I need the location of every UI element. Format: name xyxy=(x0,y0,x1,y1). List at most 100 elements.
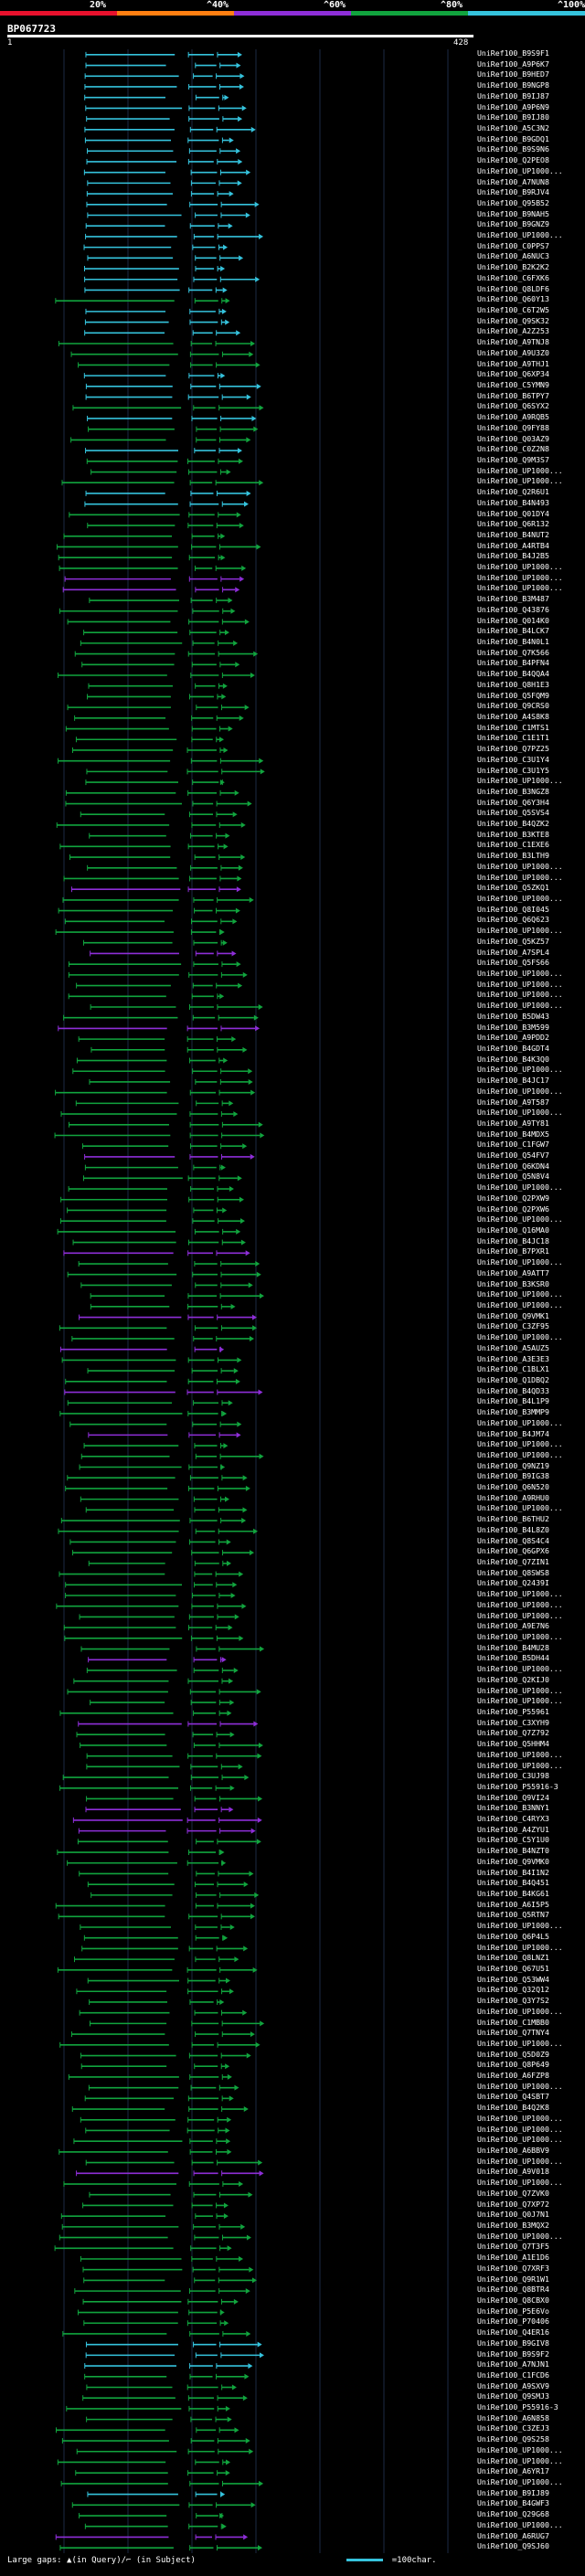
hit-label[interactable]: UniRef100_C5YMN9 xyxy=(477,379,549,389)
hit-label[interactable]: UniRef100_Q7PZ25 xyxy=(477,744,549,754)
hit-label[interactable]: UniRef100_UP1000... xyxy=(477,2081,563,2091)
hit-label[interactable]: UniRef100_UP1000... xyxy=(477,1942,563,1952)
hit-label[interactable]: UniRef100_A5AUZ5 xyxy=(477,1342,549,1352)
hit-label[interactable]: UniRef100_Q7T3F5 xyxy=(477,2242,549,2252)
hit-label[interactable]: UniRef100_A2Z253 xyxy=(477,326,549,336)
hit-label[interactable]: UniRef100_UP1000... xyxy=(477,2444,563,2454)
hit-label[interactable]: UniRef100_B3KSR0 xyxy=(477,1278,549,1288)
hit-label[interactable]: UniRef100_UP1000... xyxy=(477,1332,563,1342)
hit-label[interactable]: UniRef100_A1E1D6 xyxy=(477,2253,549,2263)
hit-label[interactable]: UniRef100_UP1000... xyxy=(477,1696,563,1706)
hit-label[interactable]: UniRef100_B4MDX5 xyxy=(477,1129,549,1139)
hit-label[interactable]: UniRef100_Q2439I xyxy=(477,1578,549,1588)
hit-label[interactable]: UniRef100_A9P6K7 xyxy=(477,58,549,69)
hit-label[interactable]: UniRef100_UP1000... xyxy=(477,1631,563,1641)
hit-label[interactable]: UniRef100_UP1000... xyxy=(477,1417,563,1427)
hit-label[interactable]: UniRef100_B7PXR1 xyxy=(477,1246,549,1256)
hit-label[interactable]: UniRef100_Q8LDF6 xyxy=(477,283,549,293)
hit-label[interactable]: UniRef100_UP1000... xyxy=(477,2038,563,2048)
hit-label[interactable]: UniRef100_UP1000... xyxy=(477,562,563,572)
hit-label[interactable]: UniRef100_Q9FY88 xyxy=(477,422,549,432)
hit-label[interactable]: UniRef100_Q0J7N1 xyxy=(477,2210,549,2220)
hit-label[interactable]: UniRef100_A9V018 xyxy=(477,2167,549,2177)
hit-label[interactable]: UniRef100_B6TPY7 xyxy=(477,390,549,400)
hit-label[interactable]: UniRef100_Q29G68 xyxy=(477,2509,549,2519)
hit-label[interactable]: UniRef100_Q9M3S7 xyxy=(477,454,549,464)
hit-label[interactable]: UniRef100_UP1000... xyxy=(477,1599,563,1609)
hit-label[interactable]: UniRef100_B4Q2K8 xyxy=(477,2103,549,2113)
hit-label[interactable]: UniRef100_Q7Z792 xyxy=(477,1728,549,1738)
hit-label[interactable]: UniRef100_B9NAH5 xyxy=(477,208,549,218)
hit-label[interactable]: UniRef100_Q4SBT7 xyxy=(477,2092,549,2102)
hit-label[interactable]: UniRef100_Q6R132 xyxy=(477,519,549,529)
hit-label[interactable]: UniRef100_Q8SWS8 xyxy=(477,1567,549,1577)
hit-label[interactable]: UniRef100_B3LTH9 xyxy=(477,851,549,861)
hit-label[interactable]: UniRef100_C0Z2N8 xyxy=(477,444,549,454)
hit-label[interactable]: UniRef100_B9IJ80 xyxy=(477,112,549,122)
hit-label[interactable]: UniRef100_UP1000... xyxy=(477,2135,563,2145)
hit-label[interactable]: UniRef100_Q2R6U1 xyxy=(477,487,549,497)
hit-label[interactable]: UniRef100_B4N0L1 xyxy=(477,637,549,647)
hit-label[interactable]: UniRef100_Q014K0 xyxy=(477,615,549,625)
hit-label[interactable]: UniRef100_Q8LNZ1 xyxy=(477,1953,549,1963)
hit-label[interactable]: UniRef100_B3M599 xyxy=(477,1022,549,1032)
hit-label[interactable]: UniRef100_C1BLX1 xyxy=(477,1364,549,1374)
hit-label[interactable]: UniRef100_B4QD33 xyxy=(477,1385,549,1395)
hit-label[interactable]: UniRef100_Q8BTR4 xyxy=(477,2284,549,2295)
hit-label[interactable]: UniRef100_UP1000... xyxy=(477,1449,563,1459)
hit-label[interactable]: UniRef100_A9SXV9 xyxy=(477,2380,549,2390)
hit-label[interactable]: UniRef100_UP1000... xyxy=(477,2231,563,2241)
hit-label[interactable]: UniRef100_Q9CRS0 xyxy=(477,701,549,711)
hit-label[interactable]: UniRef100_Q5FS66 xyxy=(477,958,549,968)
hit-label[interactable]: UniRef100_Q7ZVK0 xyxy=(477,2188,549,2198)
hit-label[interactable]: UniRef100_B4JC17 xyxy=(477,1076,549,1086)
hit-label[interactable]: UniRef100_C5Y1U0 xyxy=(477,1835,549,1845)
hit-label[interactable]: UniRef100_Q6SYX2 xyxy=(477,401,549,411)
hit-label[interactable]: UniRef100_P5E6Vo xyxy=(477,2306,549,2316)
hit-label[interactable]: UniRef100_A9E7N6 xyxy=(477,1621,549,1631)
hit-label[interactable]: UniRef100_Q9VMK1 xyxy=(477,1310,549,1320)
hit-label[interactable]: UniRef100_A9RHU0 xyxy=(477,1492,549,1502)
hit-label[interactable]: UniRef100_Q6GPX6 xyxy=(477,1546,549,1556)
hit-label[interactable]: UniRef100_C0PPS7 xyxy=(477,240,549,250)
hit-label[interactable]: UniRef100_Q5RTN7 xyxy=(477,1910,549,1920)
hit-label[interactable]: UniRef100_UP1000... xyxy=(477,2124,563,2134)
hit-label[interactable]: UniRef100_B4JM74 xyxy=(477,1428,549,1438)
hit-label[interactable]: UniRef100_B9GDQ1 xyxy=(477,133,549,143)
hit-label[interactable]: UniRef100_B4L8Z0 xyxy=(477,1524,549,1534)
hit-label[interactable]: UniRef100_P55916-3 xyxy=(477,2402,558,2412)
hit-label[interactable]: UniRef100_UP1000... xyxy=(477,2477,563,2487)
hit-label[interactable]: UniRef100_C1EXE6 xyxy=(477,840,549,850)
hit-label[interactable]: UniRef100_C1MBB0 xyxy=(477,2017,549,2027)
hit-label[interactable]: UniRef100_B9S9F2 xyxy=(477,2348,549,2359)
hit-label[interactable]: UniRef100_A6NUC3 xyxy=(477,251,549,261)
hit-label[interactable]: UniRef100_C3UJ98 xyxy=(477,1771,549,1781)
hit-label[interactable]: UniRef100_UP1000... xyxy=(477,572,563,582)
hit-label[interactable]: UniRef100_B3M487 xyxy=(477,594,549,604)
hit-label[interactable]: UniRef100_Q8CBX0 xyxy=(477,2295,549,2305)
hit-label[interactable]: UniRef100_Q3Y7S2 xyxy=(477,1996,549,2006)
hit-label[interactable]: UniRef100_Q7XRF3 xyxy=(477,2263,549,2273)
hit-label[interactable]: UniRef100_UP1000... xyxy=(477,2519,563,2529)
hit-label[interactable]: UniRef100_A9RQB5 xyxy=(477,412,549,422)
hit-label[interactable]: UniRef100_B9IJ87 xyxy=(477,90,549,101)
hit-label[interactable]: UniRef100_Q6Q623 xyxy=(477,915,549,925)
hit-label[interactable]: UniRef100_C1FGW7 xyxy=(477,1140,549,1150)
hit-label[interactable]: UniRef100_A6N858 xyxy=(477,2412,549,2422)
hit-label[interactable]: UniRef100_UP1000... xyxy=(477,1001,563,1011)
hit-label[interactable]: UniRef100_A9PDD2 xyxy=(477,1033,549,1043)
hit-label[interactable]: UniRef100_Q7ZIN1 xyxy=(477,1557,549,1567)
hit-label[interactable]: UniRef100_UP1000... xyxy=(477,1589,563,1599)
hit-label[interactable]: UniRef100_Q9SJ60 xyxy=(477,2541,549,2551)
hit-label[interactable]: UniRef100_UP1000... xyxy=(477,1664,563,1674)
hit-label[interactable]: UniRef100_Q6Y3H4 xyxy=(477,797,549,807)
hit-label[interactable]: UniRef100_A6FZP8 xyxy=(477,2071,549,2081)
hit-label[interactable]: UniRef100_Q43876 xyxy=(477,604,549,614)
hit-label[interactable]: UniRef100_B9S9N6 xyxy=(477,144,549,154)
hit-label[interactable]: UniRef100_B9GNZ9 xyxy=(477,219,549,229)
hit-label[interactable]: UniRef100_UP1000... xyxy=(477,1108,563,1118)
hit-label[interactable]: UniRef100_Q2PEO8 xyxy=(477,155,549,165)
hit-label[interactable]: UniRef100_C4RYX3 xyxy=(477,1814,549,1824)
hit-label[interactable]: UniRef100_UP1000... xyxy=(477,1182,563,1193)
hit-label[interactable]: UniRef100_Q9R1W1 xyxy=(477,2274,549,2284)
